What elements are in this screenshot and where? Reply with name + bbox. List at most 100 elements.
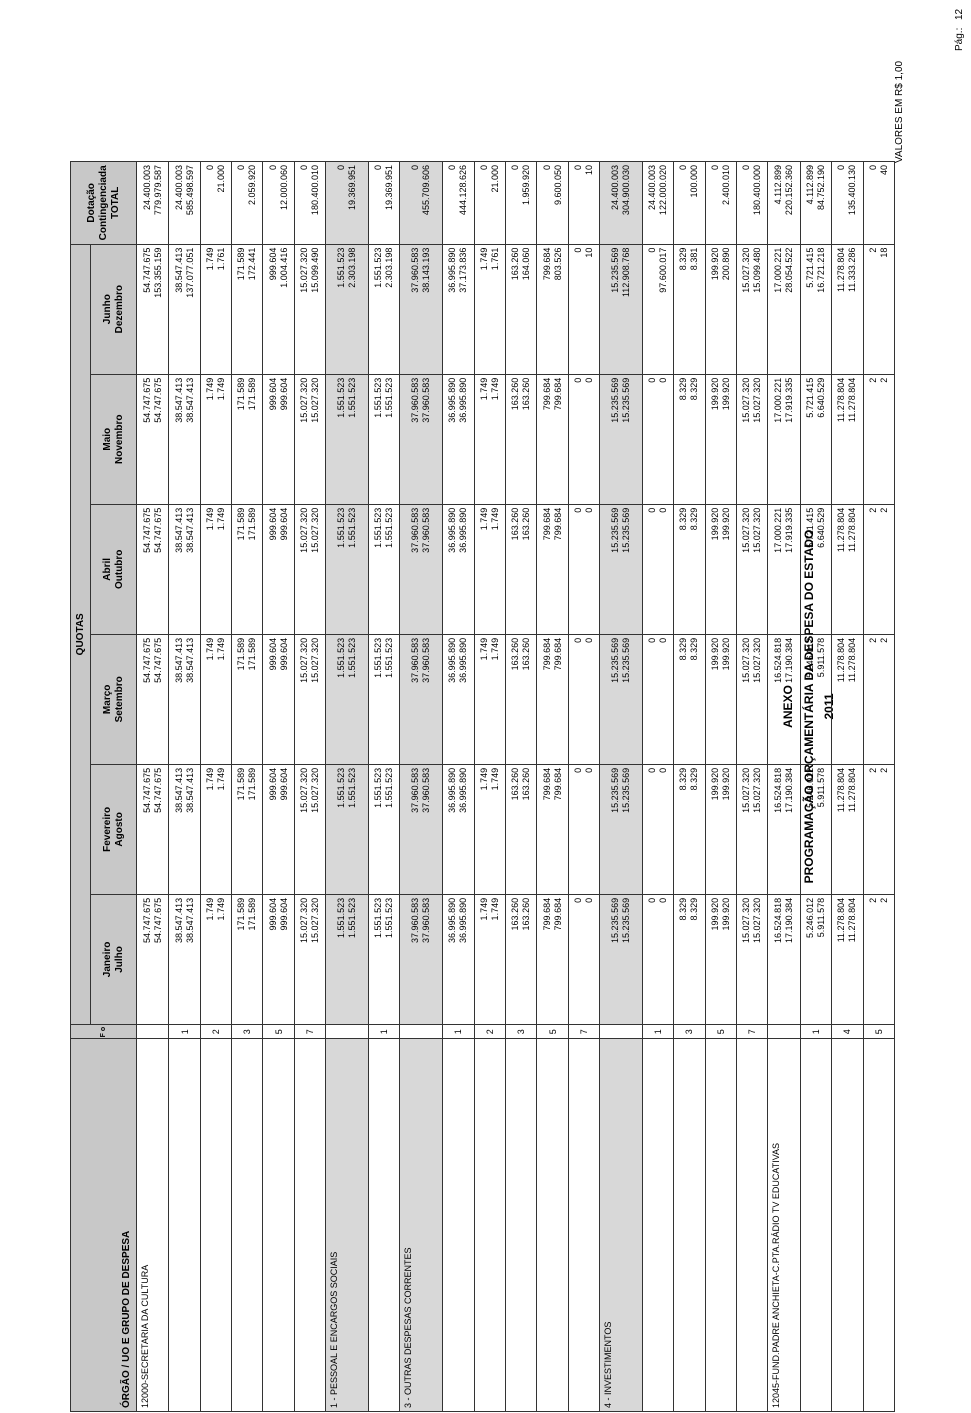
value-first-half: 15.027.320 (299, 507, 310, 553)
quota-cell: 799.684 799.684 (536, 374, 569, 505)
value-second-half: 1.551.523 (347, 767, 358, 808)
value-first-half: 0 (572, 247, 583, 253)
quota-cell: 171.589 171.589 (231, 764, 263, 895)
value-second-half: 1.551.523 (347, 637, 358, 678)
fonte-code (325, 1024, 369, 1039)
header-month-5: Junho Dezembro (90, 244, 137, 375)
value-first-half: 37.960.583 (410, 247, 421, 293)
value-first-half: 163.260 (510, 247, 521, 281)
quota-cell: 15.027.320 15.027.320 (294, 894, 326, 1025)
value-first-half: 171.589 (236, 247, 247, 281)
fonte-row: 5 799.684 799.684 799.684 799.684 799.684 799.… (536, 161, 569, 1412)
quota-cell: 171.589 171.589 (231, 634, 263, 765)
dotacao-cell: 0 21.000 (474, 161, 506, 245)
value-second-half: 199.920 (720, 767, 731, 801)
row-label: 12045-FUND.PADRE ANCHIETA-C.PTA.RÁDIO TV… (767, 1038, 801, 1412)
value-first-half: 15.235.569 (610, 247, 620, 293)
fonte-row: 1 1.551.523 1.551.523 1.551.523 1.551.523 1.5… (368, 161, 400, 1412)
quota-cell: 15.027.320 15.099.490 (294, 244, 326, 375)
value-second-half: 999.604 (278, 897, 289, 931)
quota-cell: 1.551.523 1.551.523 (368, 894, 400, 1025)
value-second-half: 200.890 (720, 247, 731, 281)
value-second-half: 2.059.920 (247, 165, 258, 206)
value-second-half: 999.604 (278, 377, 289, 411)
value-second-half: 1.749 (215, 897, 226, 921)
value-second-half: 455.709.606 (421, 165, 432, 216)
quota-cell: 17.000.221 28.054.522 (767, 244, 801, 375)
value-first-half: 1.749 (204, 247, 215, 271)
value-first-half: 5.246.012 (804, 637, 815, 678)
quota-cell: 54.747.675 54.747.675 (136, 374, 169, 505)
value-second-half: 36.995.890 (458, 377, 469, 423)
value-second-half: 0 (583, 637, 594, 643)
header-month-4: Maio Novembro (90, 374, 137, 505)
quota-cell: 15.235.569 15.235.569 (599, 894, 643, 1025)
quota-cell: 5.246.012 5.911.578 (800, 894, 832, 1025)
value-second-half: 11.278.804 (847, 897, 858, 943)
value-second-half: 199.920 (720, 377, 731, 411)
month-second-half: Setembro (113, 676, 125, 723)
dotacao-cell: 24.400.003 585.498.597 (168, 161, 201, 245)
value-second-half: 15.235.569 (621, 637, 631, 683)
value-first-half: 2 (867, 637, 878, 643)
quota-cell: 5.721.415 6.640.529 (800, 504, 832, 635)
value-first-half: 15.027.320 (299, 377, 310, 423)
value-second-half: 38.547.413 (184, 897, 195, 943)
fonte-code: 7 (568, 1024, 600, 1039)
value-second-half: 97.600.017 (658, 247, 669, 293)
quota-cell: 17.000.221 17.919.335 (767, 374, 801, 505)
value-first-half: 8.329 (678, 247, 689, 271)
quota-cell: 1.551.523 1.551.523 (325, 894, 369, 1025)
value-first-half: 163.260 (510, 507, 521, 541)
fonte-code: 7 (736, 1024, 768, 1039)
value-first-half: 0 (336, 165, 347, 171)
quota-cell: 1.551.523 1.551.523 (325, 634, 369, 765)
value-first-half: 54.747.675 (141, 767, 152, 813)
value-first-half: 0 (647, 897, 658, 903)
fonte-row: 7 0 0 0 0 0 0 0 0 0 0 0 10 0 10 (568, 161, 600, 1412)
row-label (736, 1038, 768, 1412)
value-second-half: 999.604 (278, 507, 289, 541)
quota-cell: 1.551.523 1.551.523 (368, 374, 400, 505)
value-second-half: 37.960.583 (421, 377, 432, 423)
value-second-half: 11.278.804 (847, 637, 858, 683)
quota-cell: 54.747.675 153.355.159 (136, 244, 169, 375)
value-first-half: 1.749 (204, 897, 215, 921)
month-first-half: Fevereiro (101, 806, 113, 852)
fonte-row: 5 199.920 199.920 199.920 199.920 199.920 199.… (705, 161, 737, 1412)
value-second-half: 100.000 (689, 165, 700, 198)
quota-cell: 1.749 1.749 (474, 894, 506, 1025)
quota-cell: 8.329 8.381 (673, 244, 706, 375)
quota-cell: 15.027.320 15.027.320 (736, 764, 768, 895)
value-first-half: 15.027.320 (299, 897, 310, 943)
value-first-half: 1.551.523 (373, 247, 384, 288)
header-month-2: Março Setembro (90, 634, 137, 765)
quota-cell: 38.547.413 137.077.051 (168, 244, 201, 375)
value-first-half: 54.747.675 (141, 247, 152, 293)
quota-cell: 36.995.890 37.173.836 (442, 244, 475, 375)
value-second-half: 17.190.384 (784, 767, 795, 813)
value-first-half: 799.684 (541, 897, 552, 931)
row-label (831, 1038, 863, 1412)
expense-group-row: 3 - OUTRAS DESPESAS CORRENTES 37.960.583 3… (399, 161, 443, 1412)
value-first-half: 1.749 (204, 507, 215, 531)
quota-cell: 1.551.523 2.303.198 (325, 244, 369, 375)
value-first-half: 36.995.890 (447, 637, 458, 683)
value-first-half: 8.329 (678, 377, 689, 401)
value-first-half: 0 (647, 247, 658, 253)
value-first-half: 1.551.523 (336, 767, 347, 808)
value-first-half: 999.604 (267, 767, 278, 801)
value-second-half: 54.747.675 (152, 637, 163, 683)
value-first-half: 36.995.890 (447, 767, 458, 813)
value-first-half: 15.235.569 (610, 897, 620, 943)
value-second-half: 1.551.523 (347, 377, 358, 418)
quota-cell: 999.604 999.604 (262, 894, 295, 1025)
value-second-half: 0 (658, 767, 669, 773)
value-second-half: 37.960.583 (421, 637, 432, 683)
value-first-half: 2 (867, 247, 878, 253)
value-first-half: 0 (867, 165, 878, 171)
